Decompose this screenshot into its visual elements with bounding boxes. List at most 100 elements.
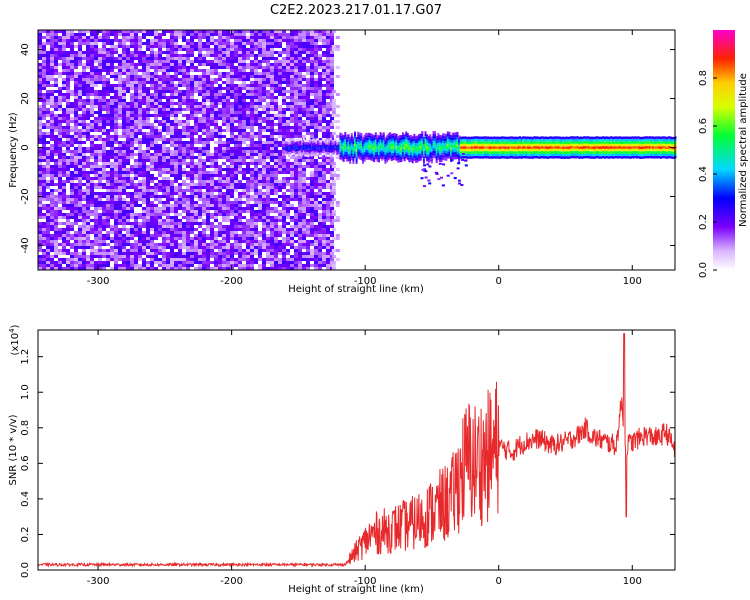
heatmap-cell [58,108,62,111]
heatmap-cell [282,60,286,63]
heatmap-cell [222,39,226,42]
heatmap-cell [138,39,142,42]
heatmap-cell [190,153,194,156]
heatmap-cell [194,123,198,126]
heatmap-cell [114,213,118,216]
heatmap-cell [250,243,254,246]
heatmap-cell [74,186,78,189]
heatmap-cell [134,51,138,54]
heatmap-cell [138,69,142,72]
heatmap-cell [250,237,254,240]
heatmap-cell [182,243,186,246]
heatmap-cell [90,51,94,54]
heatmap-cell [238,96,242,99]
heatmap-cell [154,66,158,69]
heatmap-cell [118,192,122,195]
heatmap-cell [86,60,90,63]
heatmap-cell [170,183,174,186]
heatmap-cell [182,168,186,171]
heatmap-cell [270,183,274,186]
heatmap-cell [90,114,94,117]
heatmap-cell [78,63,82,66]
heatmap-cell [310,42,314,45]
heatmap-cell [238,225,242,228]
heatmap-cell [110,258,114,261]
heatmap-cell [210,93,214,96]
heatmap-cell [134,93,138,96]
heatmap-cell [238,153,242,156]
heatmap-cell [114,267,118,270]
heatmap-cell [274,249,278,252]
heatmap-cell [242,123,246,126]
heatmap-cell [238,228,242,231]
heatmap-cell [166,60,170,63]
heatmap-cell [98,60,102,63]
heatmap-cell [50,69,54,72]
heatmap-cell [98,138,102,141]
heatmap-cell [178,165,182,168]
heatmap-cell [154,267,158,270]
heatmap-cell [190,66,194,69]
heatmap-cell [102,204,106,207]
heatmap-cell [158,216,162,219]
heatmap-cell [250,84,254,87]
heatmap-cell [106,144,110,147]
heatmap-cell [198,78,202,81]
heatmap-cell [134,54,138,57]
heatmap-cell [270,114,274,117]
heatmap-cell [274,87,278,90]
heatmap-cell [318,57,322,60]
heatmap-cell [110,51,114,54]
heatmap-cell [182,78,186,81]
heatmap-cell [198,159,202,162]
heatmap-cell [38,177,42,180]
heatmap-cell [102,93,106,96]
heatmap-cell [90,261,94,264]
heatmap-cell [286,168,290,171]
heatmap-cell [238,123,242,126]
heatmap-cell [258,147,262,150]
heatmap-cell [126,105,130,108]
heatmap-cell [70,63,74,66]
heatmap-cell [154,135,158,138]
heatmap-cell [218,174,222,177]
heatmap-cell [170,168,174,171]
heatmap-cell [266,81,270,84]
heatmap-cell [62,261,66,264]
heatmap-cell [258,234,262,237]
heatmap-cell [186,201,190,204]
heatmap-cell [238,78,242,81]
heatmap-cell [214,126,218,129]
heatmap-cell [102,108,106,111]
heatmap-cell [294,171,298,174]
heatmap-cell [270,42,274,45]
heatmap-cell [46,126,50,129]
heatmap-cell [234,84,238,87]
heatmap-cell [122,102,126,105]
heatmap-cell [202,195,206,198]
heatmap-cell [218,132,222,135]
heatmap-cell [66,60,70,63]
heatmap-cell [306,48,310,51]
heatmap-cell [138,258,142,261]
heatmap-cell [170,264,174,267]
heatmap-cell [286,102,290,105]
heatmap-cell [290,75,294,78]
heatmap-cell [150,102,154,105]
heatmap-cell [166,48,170,51]
heatmap-cell [234,141,238,144]
heatmap-cell [54,204,58,207]
heatmap-cell [114,174,118,177]
heatmap-cell [250,222,254,225]
heatmap-cell [138,84,142,87]
heatmap-cell [150,144,154,147]
heatmap-cell [186,153,190,156]
heatmap-cell [206,150,210,153]
heatmap-cell [74,198,78,201]
heatmap-cell [266,225,270,228]
heatmap-cell [218,138,222,141]
heatmap-cell [314,57,318,60]
heatmap-cell [42,93,46,96]
heatmap-cell [158,258,162,261]
heatmap-cell [306,69,310,72]
